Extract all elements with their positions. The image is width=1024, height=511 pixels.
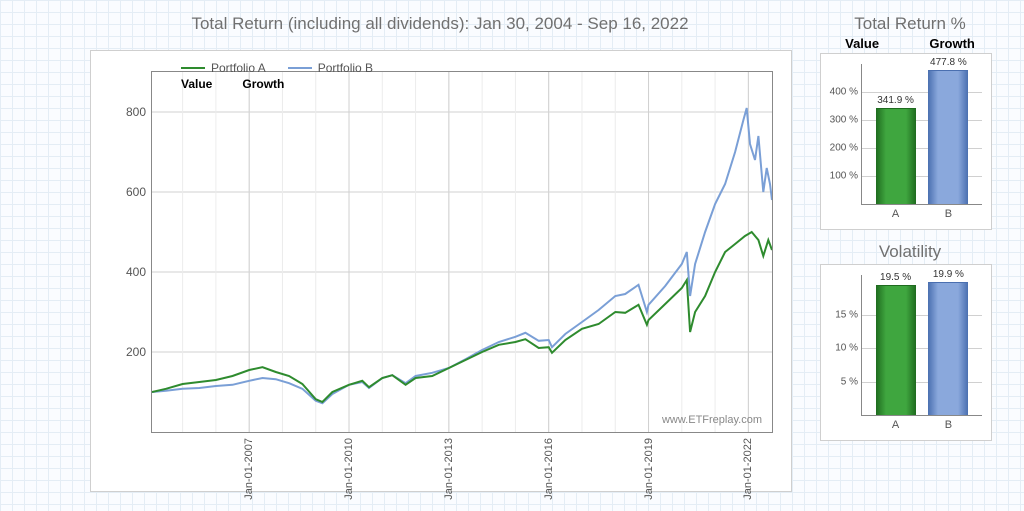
bar-value-label: 19.9 % xyxy=(933,269,964,280)
bar-x-label: B xyxy=(945,208,952,220)
bar-x-label: B xyxy=(945,419,952,431)
bar: 477.8 % xyxy=(928,70,968,204)
page-root: Total Return (including all dividends): … xyxy=(0,0,1024,511)
bar-x-label: A xyxy=(892,419,899,431)
y-tick-label: 400 xyxy=(126,265,146,279)
bar: 341.9 % xyxy=(876,108,916,204)
return-plot: 100 %200 %300 %400 %341.9 %A477.8 %B xyxy=(861,64,982,205)
y-tick-label: 800 xyxy=(126,105,146,119)
y-tick-label: 200 xyxy=(126,345,146,359)
plot-area: www.ETFreplay.com 200400600800Jan-01-200… xyxy=(151,71,773,433)
watermark: www.ETFreplay.com xyxy=(662,414,762,426)
y-tick-label: 600 xyxy=(126,185,146,199)
legend-swatch xyxy=(288,67,312,69)
mini-y-label: 10 % xyxy=(835,343,858,354)
bar-value-label: 19.5 % xyxy=(880,272,911,283)
side-title-return: Total Return % xyxy=(820,14,1000,34)
side-header: Value Growth xyxy=(820,36,1000,51)
mini-y-label: 15 % xyxy=(835,310,858,321)
legend-sublabel: Value xyxy=(181,77,212,91)
mini-y-label: 300 % xyxy=(830,115,858,126)
legend-sublabel: Growth xyxy=(242,77,284,91)
volatility-bar-chart: 5 % 10 % 15 % 19.5 % A 19.9 % B xyxy=(820,264,992,441)
mini-y-label: 100 % xyxy=(830,171,858,182)
bar-value-label: 477.8 % xyxy=(930,57,967,68)
mini-y-label: 200 % xyxy=(830,143,858,154)
main-title: Total Return (including all dividends): … xyxy=(90,14,790,34)
mini-y-label: 5 % xyxy=(841,376,858,387)
bar: 19.5 % xyxy=(876,285,916,415)
legend-label: Portfolio B xyxy=(318,61,373,75)
legend-items: Portfolio A Portfolio B xyxy=(181,61,389,75)
x-tick-label: Jan-01-2019 xyxy=(643,438,655,500)
side-title-volatility: Volatility xyxy=(820,242,1000,262)
x-tick-label: Jan-01-2022 xyxy=(742,438,754,500)
legend-swatch xyxy=(181,67,205,69)
bar-x-label: A xyxy=(892,208,899,220)
mini-y-label: 400 % xyxy=(830,87,858,98)
return-bar-chart: 100 % 200 % 300 % 400 % 341.9 % A 477.8 % B xyxy=(820,53,992,230)
bar: 19.9 % xyxy=(928,282,968,415)
side-column: Total Return % Value Growth 100 % 200 % 300… xyxy=(820,14,1000,453)
x-tick-label: Jan-01-2010 xyxy=(343,438,355,500)
bar-value-label: 341.9 % xyxy=(877,95,914,106)
main-line-chart: www.ETFreplay.com 200400600800Jan-01-200… xyxy=(90,50,792,492)
side-header-label: Growth xyxy=(929,36,975,51)
x-tick-label: Jan-01-2013 xyxy=(443,438,455,500)
legend: Portfolio A Portfolio B Value Growth xyxy=(181,61,389,91)
legend-label: Portfolio A xyxy=(211,61,266,75)
side-header-label: Value xyxy=(845,36,879,51)
x-tick-label: Jan-01-2007 xyxy=(243,438,255,500)
volatility-plot: 5 %10 %15 %19.5 %A19.9 %B xyxy=(861,275,982,416)
x-tick-label: Jan-01-2016 xyxy=(543,438,555,500)
legend-sublabels: Value Growth xyxy=(181,77,389,91)
